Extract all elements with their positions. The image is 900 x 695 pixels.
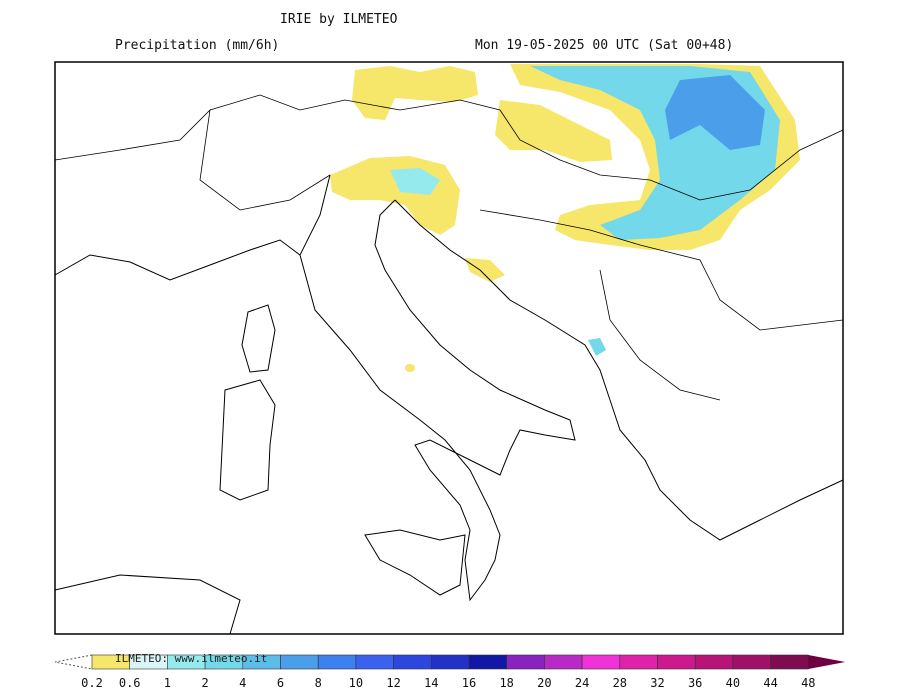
colorbar-tick-label: 20 <box>537 676 552 690</box>
valid-time-label: Mon 19-05-2025 00 UTC (Sat 00+48) <box>475 38 734 53</box>
colorbar-tick-label: 48 <box>801 676 816 690</box>
colorbar-tick-label: 2 <box>201 676 209 690</box>
colorbar-tick-label: 36 <box>687 676 703 690</box>
colorbar-tick-label: 0.2 <box>81 676 103 690</box>
colorbar-tick-label: 14 <box>424 676 439 690</box>
france-coastline <box>54 239 301 281</box>
map-title: IRIE by ILMETEO <box>280 12 398 27</box>
colorbar-tick-label: 44 <box>763 676 778 690</box>
sicily-coastline <box>364 529 466 596</box>
colorbar-tick-label: 10 <box>348 676 364 690</box>
precip-hungary <box>495 100 612 162</box>
variable-label: Precipitation (mm/6h) <box>115 38 280 53</box>
colorbar-tick-label: 0.6 <box>118 676 141 690</box>
colorbar-tick-label: 6 <box>276 676 285 690</box>
precip-romania-peak <box>665 75 765 150</box>
borders <box>54 94 844 401</box>
colorbar-tick-label: 18 <box>499 676 514 690</box>
sardinia-coastline <box>219 379 276 501</box>
colorbar-tick-label: 28 <box>612 676 628 690</box>
colorbar-tick-label: 1 <box>163 676 172 690</box>
coastlines <box>54 94 844 635</box>
precip-dalmatia <box>465 258 505 282</box>
north-africa-coastline <box>54 574 241 635</box>
colorbar-tick-label: 24 <box>574 676 590 690</box>
italy-coastline <box>299 174 576 602</box>
precip-north-italy-core <box>390 168 440 195</box>
balkan-coastline <box>394 199 844 541</box>
corsica-coastline <box>241 304 276 373</box>
precip-albania <box>588 338 606 356</box>
precip-adriatic-spot <box>405 364 415 372</box>
precip-alps-north <box>352 66 478 120</box>
colorbar-tick-label: 8 <box>314 676 322 690</box>
colorbar-tick-label: 4 <box>239 676 247 690</box>
colorbar-tick-label: 40 <box>725 676 741 690</box>
colorbar-tick-label: 16 <box>461 676 477 690</box>
colorbar-tick-label: 32 <box>650 676 665 690</box>
colorbar-tick-label: 12 <box>386 676 401 690</box>
watermark: ILMETEO: www.ilmeteo.it <box>115 652 268 665</box>
